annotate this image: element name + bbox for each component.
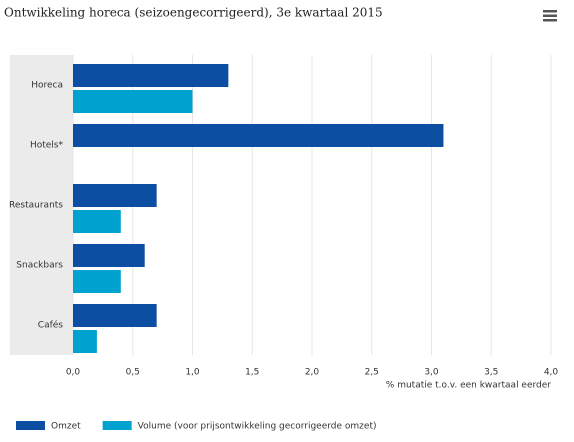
bar	[73, 270, 121, 293]
legend-swatch	[16, 421, 45, 430]
x-tick-label: 2,0	[305, 368, 320, 378]
legend-swatch	[102, 421, 132, 430]
menu-icon-bar	[543, 19, 557, 22]
bar	[73, 210, 121, 233]
menu-icon-bar	[543, 14, 557, 17]
x-tick-label: 4,0	[544, 368, 559, 378]
x-tick-label: 3,0	[424, 368, 439, 378]
y-tick-label: Snackbars	[16, 261, 63, 271]
y-tick-label: Restaurants	[9, 201, 63, 211]
x-tick-label: 2,5	[365, 368, 379, 378]
bar	[73, 64, 229, 87]
x-tick-label: 3,5	[484, 368, 498, 378]
menu-icon-bar	[543, 10, 557, 13]
y-tick-label: Hotels*	[30, 141, 64, 151]
bar	[73, 330, 97, 353]
bar	[73, 184, 157, 207]
menu-button[interactable]	[543, 10, 557, 22]
legend-label: Omzet	[51, 422, 81, 432]
chart-title: Ontwikkeling horeca (seizoengecorrigeerd…	[4, 6, 383, 20]
y-tick-label: Horeca	[31, 81, 63, 91]
x-tick-label: 0,0	[66, 368, 81, 378]
x-tick-label: 1,0	[185, 368, 200, 378]
bar	[73, 244, 145, 267]
legend-label: Volume (voor prijsontwikkeling gecorrige…	[138, 422, 377, 432]
category-band	[10, 55, 73, 355]
y-tick-label: Cafés	[38, 320, 64, 331]
bar	[73, 124, 444, 147]
bar	[73, 90, 193, 113]
x-axis-title: % mutatie t.o.v. een kwartaal eerder	[386, 381, 552, 391]
x-tick-label: 1,5	[245, 368, 259, 378]
bar	[73, 304, 157, 327]
x-tick-label: 0,5	[126, 368, 140, 378]
